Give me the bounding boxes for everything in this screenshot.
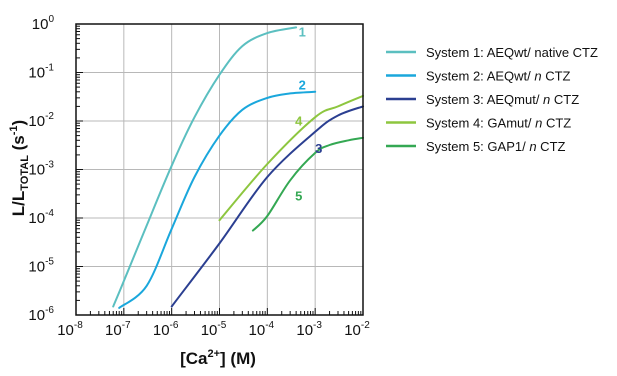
legend-label-part: System 3: AEQmut/ xyxy=(426,92,543,107)
legend-label-part: n xyxy=(534,69,541,84)
y-tick-exponent: -5 xyxy=(45,257,54,268)
y-tick-base: 10 xyxy=(28,162,45,179)
legend: System 1: AEQwt/ native CTZ System 2: AEQ… xyxy=(386,45,598,154)
y-tick-exponent: -3 xyxy=(45,160,54,171)
legend-label-4: System 4: GAmut/ n CTZ xyxy=(426,116,571,131)
y-tick-label: 100 xyxy=(32,14,55,33)
x-tick-exponent: -6 xyxy=(170,320,179,331)
legend-label-part: n xyxy=(535,116,542,131)
y-tick-label: 10-3 xyxy=(28,160,54,179)
y-axis-label-part-5: ) xyxy=(9,120,28,126)
x-tick-base: 10 xyxy=(296,322,313,339)
y-tick-label: 10-1 xyxy=(28,63,54,82)
x-tick-base: 10 xyxy=(153,322,170,339)
x-axis-label-part-3: ] (M) xyxy=(220,349,256,368)
y-tick-exponent: 0 xyxy=(48,14,54,25)
legend-label-5: System 5: GAP1/ n CTZ xyxy=(426,139,566,154)
y-axis-label: L/LTOTAL (s-1) xyxy=(8,120,31,216)
x-tick-exponent: -5 xyxy=(217,320,226,331)
y-tick-base: 10 xyxy=(28,113,45,130)
curve-labels: 1 2 34 5 xyxy=(295,25,322,204)
y-axis-label-subscript: TOTAL xyxy=(19,155,31,191)
series-line-4 xyxy=(218,94,364,222)
y-tick-label: 10-2 xyxy=(28,111,54,130)
curves xyxy=(112,26,364,309)
legend-label-part: n xyxy=(529,139,536,154)
y-tick-exponent: -2 xyxy=(45,111,54,122)
minor-ticks xyxy=(75,25,362,316)
x-tick-base: 10 xyxy=(201,322,218,339)
y-tick-base: 10 xyxy=(28,307,45,324)
x-tick-label: 10-6 xyxy=(153,320,179,339)
curve-label-4: 4 xyxy=(295,114,303,129)
y-tick-base: 10 xyxy=(32,16,49,33)
x-tick-exponent: -7 xyxy=(122,320,131,331)
x-tick-exponent: -3 xyxy=(313,320,322,331)
curve-label-2: 2 xyxy=(299,77,306,92)
x-tick-label: 10-3 xyxy=(296,320,322,339)
y-tick-base: 10 xyxy=(28,210,45,227)
x-tick-base: 10 xyxy=(105,322,122,339)
curve-label-3: 3 xyxy=(315,141,322,156)
y-axis-label-part-1: L/L xyxy=(9,191,28,217)
legend-label-part: System 4: GAmut/ xyxy=(426,116,535,131)
series-line-3 xyxy=(170,105,364,308)
x-tick-exponent: -8 xyxy=(74,320,83,331)
legend-label-part: CTZ xyxy=(542,69,571,84)
legend-label-1: System 1: AEQwt/ native CTZ xyxy=(426,45,598,60)
x-tick-labels: 10-8 10-7 10-6 10-5 10-4 10-3 10-2 xyxy=(57,320,370,339)
legend-label-2: System 2: AEQwt/ n CTZ xyxy=(426,69,571,84)
x-tick-base: 10 xyxy=(344,322,361,339)
y-axis-label-superscript: -1 xyxy=(8,125,20,135)
legend-label-part: System 5: GAP1/ xyxy=(426,139,529,154)
x-axis-label-part-1: [Ca xyxy=(180,349,208,368)
y-tick-exponent: -1 xyxy=(45,63,54,74)
x-tick-label: 10-5 xyxy=(201,320,227,339)
curve-label-1: 1 xyxy=(299,25,306,40)
y-tick-exponent: -6 xyxy=(45,305,54,316)
legend-label-part: System 1: AEQwt/ native CTZ xyxy=(426,45,598,60)
x-tick-label: 10-4 xyxy=(249,320,275,339)
x-tick-exponent: -2 xyxy=(361,320,370,331)
y-axis-label-part-3: (s xyxy=(9,135,28,155)
y-tick-base: 10 xyxy=(28,65,45,82)
legend-label-part: CTZ xyxy=(542,116,571,131)
legend-label-part: n xyxy=(543,92,550,107)
x-tick-base: 10 xyxy=(249,322,266,339)
x-tick-base: 10 xyxy=(57,322,74,339)
y-tick-label: 10-5 xyxy=(28,257,54,276)
x-tick-label: 10-2 xyxy=(344,320,370,339)
y-tick-exponent: -4 xyxy=(45,208,54,219)
y-tick-label: 10-4 xyxy=(28,208,54,227)
grid xyxy=(75,23,364,316)
x-axis-label: [Ca2+] (M) xyxy=(180,348,256,368)
legend-label-part: System 2: AEQwt/ xyxy=(426,69,534,84)
series-line-2 xyxy=(118,90,317,309)
legend-label-3: System 3: AEQmut/ n CTZ xyxy=(426,92,579,107)
curve-label-5: 5 xyxy=(295,188,302,203)
series-line-1 xyxy=(112,26,298,308)
y-tick-label: 10-6 xyxy=(28,305,54,324)
x-tick-label: 10-8 xyxy=(57,320,83,339)
legend-label-part: CTZ xyxy=(550,92,579,107)
x-tick-label: 10-7 xyxy=(105,320,131,339)
series-line-5 xyxy=(251,136,364,232)
x-tick-exponent: -4 xyxy=(265,320,274,331)
y-tick-base: 10 xyxy=(28,259,45,276)
legend-label-part: CTZ xyxy=(537,139,566,154)
x-axis-label-superscript: 2+ xyxy=(207,348,220,360)
